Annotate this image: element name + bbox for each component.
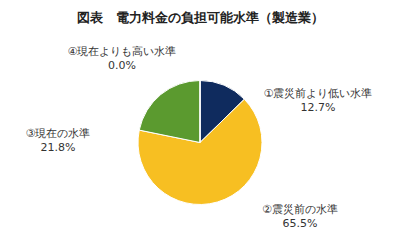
svg-text:21.8%: 21.8%: [41, 141, 76, 154]
svg-text:②震災前の水準: ②震災前の水準: [262, 203, 338, 216]
svg-text:③現在の水準: ③現在の水準: [26, 127, 91, 140]
svg-text:12.7%: 12.7%: [301, 101, 336, 114]
svg-text:①震災前より低い水準: ①震災前より低い水準: [264, 87, 373, 100]
svg-text:④現在よりも高い水準: ④現在よりも高い水準: [68, 45, 177, 58]
svg-text:図表 電力料金の負担可能水準（製造業）: 図表 電力料金の負担可能水準（製造業）: [77, 10, 324, 25]
svg-text:65.5%: 65.5%: [283, 217, 318, 230]
svg-text:0.0%: 0.0%: [108, 59, 136, 72]
